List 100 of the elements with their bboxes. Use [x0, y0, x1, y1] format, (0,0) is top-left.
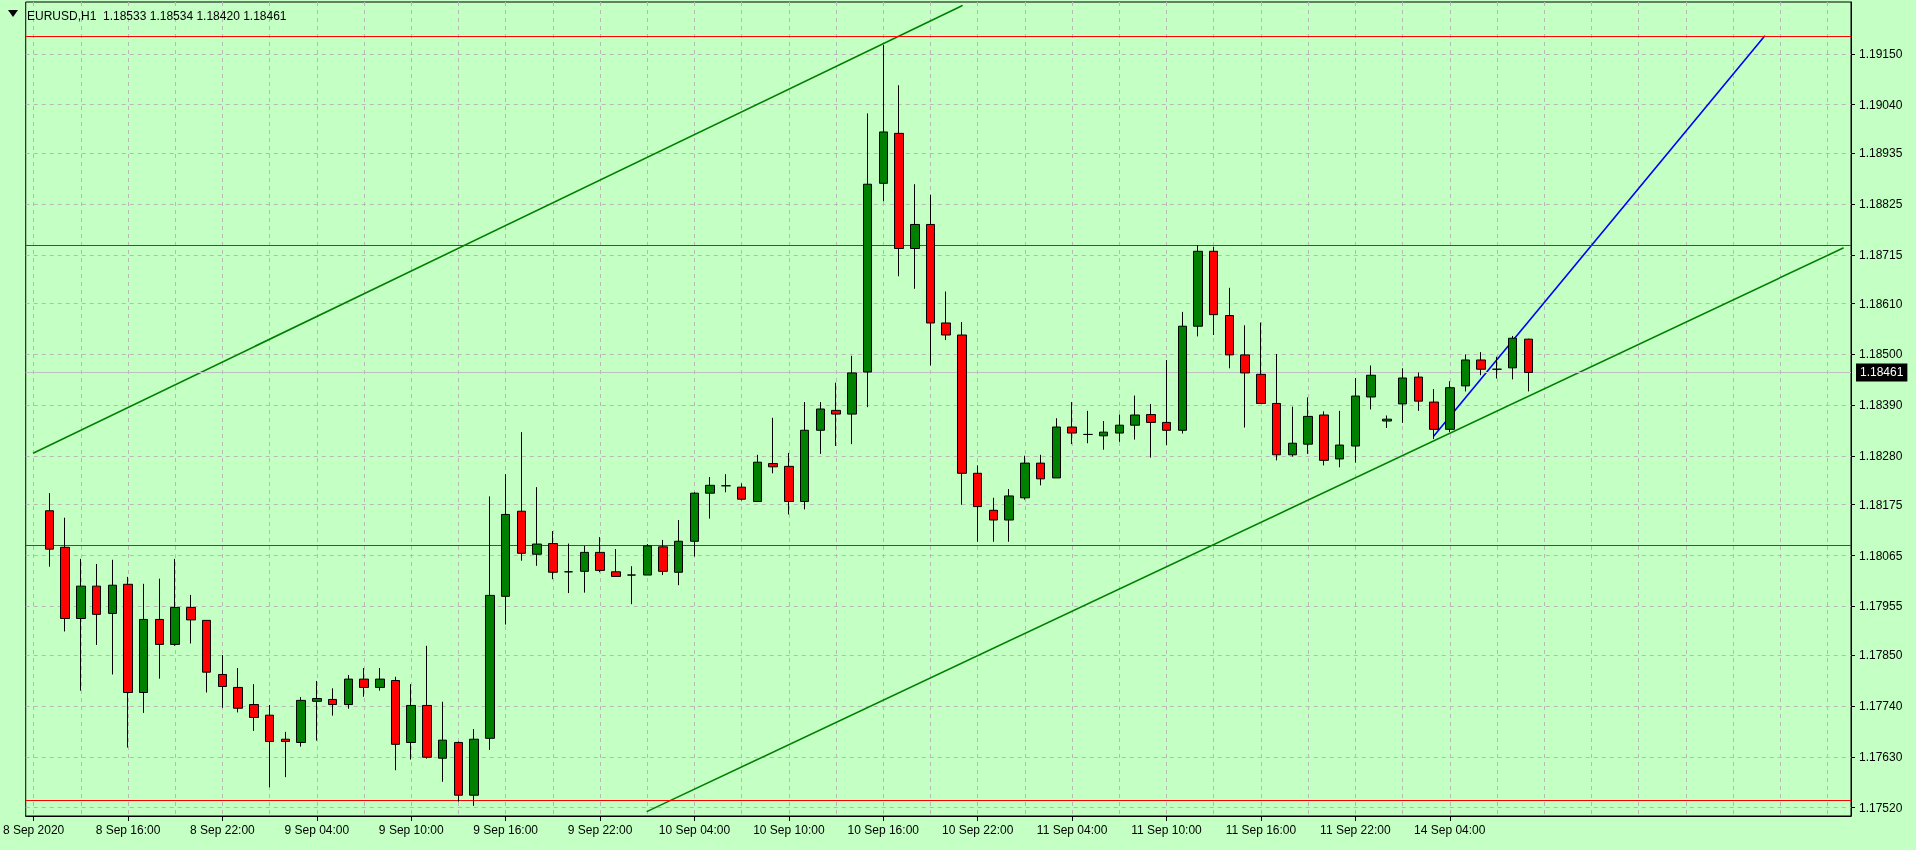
- candlestick: [753, 454, 762, 502]
- x-tick-label: 11 Sep 10:00: [1131, 823, 1203, 837]
- candlestick: [1335, 410, 1344, 468]
- x-tick-label: 11 Sep 16:00: [1225, 823, 1297, 837]
- y-tick-label: 1.17850: [1859, 648, 1903, 663]
- candlestick: [1162, 359, 1171, 446]
- candlestick: [1146, 403, 1156, 459]
- candlestick: [737, 482, 746, 502]
- candlestick: [139, 583, 148, 714]
- candlestick: [202, 619, 211, 694]
- y-tick-label: 1.17520: [1859, 800, 1903, 815]
- y-tick-label: 1.19150: [1859, 46, 1903, 61]
- candlestick: [155, 578, 164, 680]
- candlestick: [1225, 287, 1234, 369]
- candlestick: [1382, 414, 1392, 429]
- candlestick: [611, 548, 621, 577]
- candlestick: [564, 543, 573, 594]
- x-tick-label: 9 Sep 16:00: [473, 823, 539, 837]
- candlestick: [1508, 335, 1517, 380]
- y-tick-label: 1.18715: [1859, 247, 1903, 262]
- candlestick: [674, 519, 683, 586]
- x-tick-label: 8 Sep 22:00: [190, 823, 256, 837]
- x-tick-label: 8 Sep 2020: [2, 823, 65, 837]
- candlestick: [1240, 324, 1250, 428]
- candlestick: [1256, 322, 1266, 405]
- text: EURUSD,H1 1.18533 1.18534 1.18420 1.18461: [27, 9, 287, 23]
- y-tick-label: 1.18390: [1859, 398, 1903, 413]
- candlestick: [218, 654, 227, 709]
- x-tick-label: 9 Sep 10:00: [378, 823, 444, 837]
- candlestick: [92, 563, 101, 646]
- candlestick: [1524, 338, 1533, 392]
- candlestick: [1461, 353, 1470, 392]
- candlestick: [249, 683, 259, 732]
- candlestick: [643, 543, 652, 576]
- candlestick: [863, 112, 872, 408]
- y-tick-label: 1.18065: [1859, 548, 1903, 563]
- candlestick: [532, 486, 542, 567]
- candlestick: [1445, 380, 1455, 433]
- candlestick: [76, 558, 86, 692]
- y-tick-label: 1.18500: [1859, 347, 1903, 362]
- x-tick-label: 11 Sep 22:00: [1320, 823, 1391, 837]
- y-tick-label: 1.17740: [1859, 698, 1903, 713]
- candlestick: [989, 497, 998, 543]
- candlestick: [1036, 454, 1045, 486]
- candlestick: [1067, 401, 1077, 445]
- candlestick: [957, 321, 967, 506]
- y-tick-label: 1.18175: [1859, 497, 1903, 512]
- y-tick-label: 1.17955: [1859, 599, 1903, 614]
- candlestick: [1366, 365, 1376, 410]
- x-tick-label: 9 Sep 04:00: [284, 823, 350, 837]
- candlestick: [265, 704, 274, 788]
- candlestick: [879, 44, 888, 202]
- candlestick: [422, 645, 432, 760]
- y-tick-label: 1.18280: [1859, 449, 1903, 464]
- x-tick-label: 10 Sep 22:00: [941, 823, 1014, 837]
- candlestick: [406, 683, 416, 761]
- candlestick: [186, 594, 196, 644]
- candlestick: [1303, 396, 1313, 455]
- candlestick: [1319, 410, 1329, 466]
- candlestick: [1429, 388, 1439, 440]
- candlestick: [1351, 377, 1360, 464]
- candlestick: [233, 667, 243, 713]
- candlestick: [1178, 311, 1187, 435]
- candlestick: [705, 476, 715, 520]
- candlestick: [1115, 414, 1124, 443]
- candlestick: [580, 545, 589, 594]
- ref-line-label: 1.18461: [1860, 365, 1904, 380]
- candlestick: [831, 382, 841, 447]
- candlestick: [123, 576, 133, 749]
- candlestick: [973, 464, 982, 543]
- candlestick: [1083, 410, 1093, 444]
- candlestick: [375, 667, 385, 692]
- candlestick: [1193, 244, 1203, 337]
- candlestick: [1288, 406, 1297, 458]
- candlestick: [344, 674, 353, 710]
- candlestick: [690, 491, 699, 558]
- candlestick: [941, 291, 951, 341]
- candlestick: [1130, 395, 1140, 441]
- candlestick: [312, 680, 322, 742]
- candlestick: [800, 401, 809, 510]
- candlestick: [438, 701, 447, 783]
- candlestick: [1020, 455, 1030, 501]
- x-tick-label: 14 Sep 04:00: [1414, 823, 1486, 837]
- candlestick: [1099, 420, 1108, 451]
- candlestick: [485, 495, 495, 751]
- y-tick-label: 1.18825: [1859, 197, 1903, 212]
- x-tick-label: 11 Sep 04:00: [1036, 823, 1108, 837]
- candlestick: [816, 401, 825, 455]
- candlestick: [847, 355, 857, 445]
- x-tick-label: 10 Sep 10:00: [753, 823, 825, 837]
- candlestick: [170, 558, 180, 647]
- candlestick: [108, 559, 117, 675]
- candlestick: [296, 696, 306, 748]
- candlestick: [721, 473, 731, 493]
- y-tick-label: 1.18610: [1859, 296, 1903, 311]
- candlestick: [784, 452, 794, 515]
- candlestick: [768, 417, 778, 474]
- candlestick: [1004, 488, 1014, 543]
- x-tick-label: 10 Sep 04:00: [658, 823, 731, 837]
- candlestick: [1492, 356, 1502, 379]
